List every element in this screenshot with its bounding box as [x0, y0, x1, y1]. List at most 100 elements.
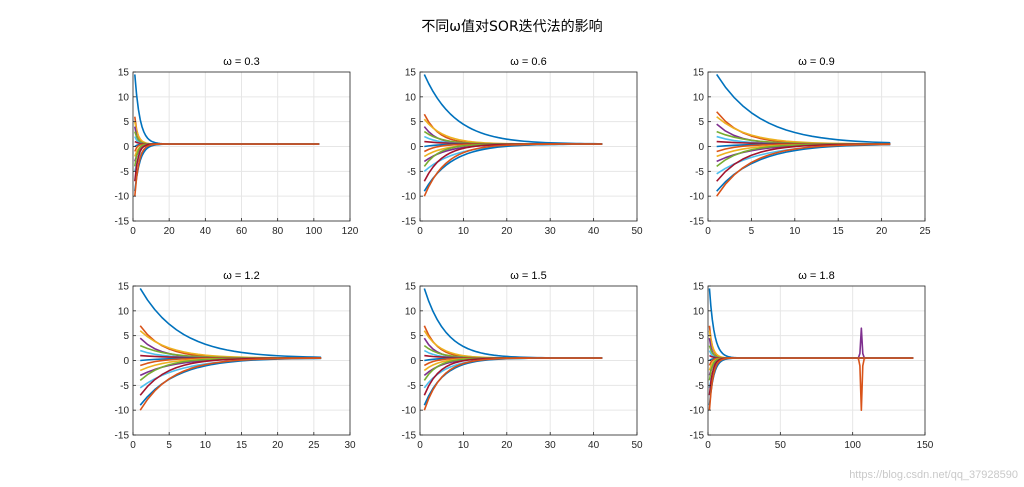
- y-tick-label: 5: [123, 331, 129, 342]
- series-line-1: [139, 288, 322, 359]
- subplot-title: ω = 0.3: [223, 56, 259, 68]
- subplot-3: 0 5 10 15 20 25 -15 -10 -5 0 5 10 15 ω = 0.9: [690, 56, 931, 237]
- y-tick-label: 10: [405, 92, 417, 103]
- y-tick-label: -15: [690, 217, 705, 228]
- y-tick-label: 15: [693, 68, 705, 79]
- y-tick-label: 10: [693, 92, 705, 103]
- y-tick-label: -10: [690, 192, 705, 203]
- y-tick-label: 0: [123, 356, 129, 367]
- x-tick-label: 15: [236, 440, 248, 451]
- x-tick-label: 0: [417, 440, 423, 451]
- y-tick-label: 10: [118, 92, 130, 103]
- x-tick-label: 0: [130, 440, 136, 451]
- y-tick-label: 5: [698, 117, 704, 128]
- series-line-16: [423, 357, 603, 411]
- y-tick-label: 0: [698, 356, 704, 367]
- subplot-6: 0 50 100 150 -15 -10 -5 0 5 10 15 ω = 1.8: [690, 270, 934, 451]
- y-tick-label: 5: [698, 331, 704, 342]
- y-tick-label: 0: [698, 142, 704, 153]
- x-tick-label: 10: [789, 226, 801, 237]
- series-line-16: [423, 143, 603, 197]
- series-line-1: [716, 74, 891, 144]
- subplot-title: ω = 0.9: [798, 56, 834, 68]
- y-tick-label: 15: [693, 282, 705, 293]
- x-tick-label: 0: [130, 226, 136, 237]
- y-tick-label: 0: [410, 142, 416, 153]
- subplot-title: ω = 0.6: [510, 56, 546, 68]
- y-tick-label: -5: [407, 381, 416, 392]
- x-tick-label: 40: [588, 226, 600, 237]
- x-tick-label: 50: [631, 226, 643, 237]
- y-tick-label: -10: [115, 192, 130, 203]
- figure-title: 不同ω值对SOR迭代法的影响: [421, 19, 602, 35]
- series-line-16: [139, 357, 322, 411]
- x-tick-label: 40: [588, 440, 600, 451]
- y-tick-label: -5: [120, 167, 129, 178]
- x-tick-label: 120: [342, 226, 359, 237]
- y-tick-label: 10: [405, 306, 417, 317]
- y-tick-label: -15: [115, 431, 130, 442]
- x-tick-label: 20: [501, 226, 513, 237]
- x-tick-label: 30: [545, 440, 557, 451]
- subplot-title: ω = 1.5: [510, 270, 546, 282]
- y-tick-label: -15: [402, 217, 417, 228]
- y-tick-label: 15: [405, 282, 417, 293]
- x-tick-label: 30: [344, 440, 356, 451]
- y-tick-label: -10: [690, 406, 705, 417]
- x-tick-label: 20: [272, 440, 284, 451]
- series-line-16: [716, 143, 891, 197]
- subplot-4: 0 5 10 15 20 25 30 -15 -10 -5 0 5 10 15 ω = 1.2: [115, 270, 356, 451]
- y-tick-label: 5: [123, 117, 129, 128]
- x-tick-label: 60: [236, 226, 248, 237]
- y-tick-label: 10: [118, 306, 130, 317]
- y-tick-label: 10: [693, 306, 705, 317]
- x-tick-label: 30: [545, 226, 557, 237]
- y-tick-label: -10: [402, 406, 417, 417]
- x-tick-label: 10: [458, 226, 470, 237]
- y-tick-label: -15: [690, 431, 705, 442]
- y-tick-label: -15: [115, 217, 130, 228]
- x-tick-label: 50: [775, 440, 787, 451]
- subplot-title: ω = 1.2: [223, 270, 259, 282]
- y-tick-label: -5: [407, 167, 416, 178]
- x-tick-label: 5: [749, 226, 755, 237]
- x-tick-label: 50: [631, 440, 643, 451]
- x-tick-label: 0: [417, 226, 423, 237]
- x-tick-label: 20: [164, 226, 176, 237]
- x-tick-label: 0: [705, 226, 711, 237]
- x-tick-label: 15: [833, 226, 845, 237]
- subplot-2: 0 10 20 30 40 50 -15 -10 -5 0 5 10 15 ω = 0.6: [402, 56, 643, 237]
- y-tick-label: 0: [123, 142, 129, 153]
- subplot-title: ω = 1.8: [798, 270, 834, 282]
- x-tick-label: 25: [919, 226, 931, 237]
- x-tick-label: 100: [305, 226, 322, 237]
- y-tick-label: -5: [695, 381, 704, 392]
- x-tick-label: 0: [705, 440, 711, 451]
- y-tick-label: -5: [120, 381, 129, 392]
- x-tick-label: 5: [166, 440, 172, 451]
- y-tick-label: -5: [695, 167, 704, 178]
- x-tick-label: 80: [272, 226, 284, 237]
- x-tick-label: 25: [308, 440, 320, 451]
- y-tick-label: -15: [402, 431, 417, 442]
- series-line-16: [134, 143, 320, 197]
- y-tick-label: 5: [410, 117, 416, 128]
- x-tick-label: 20: [876, 226, 888, 237]
- y-tick-label: 15: [118, 282, 130, 293]
- x-tick-label: 10: [200, 440, 212, 451]
- y-tick-label: 0: [410, 356, 416, 367]
- y-tick-label: -10: [402, 192, 417, 203]
- y-tick-label: 15: [118, 68, 130, 79]
- subplot-5: 0 10 20 30 40 50 -15 -10 -5 0 5 10 15 ω = 1.5: [402, 270, 643, 451]
- watermark: https://blog.csdn.net/qq_37928590: [849, 469, 1018, 481]
- x-tick-label: 10: [458, 440, 470, 451]
- x-tick-label: 20: [501, 440, 513, 451]
- x-tick-label: 150: [917, 440, 934, 451]
- y-tick-label: -10: [115, 406, 130, 417]
- subplot-1: 0 20 40 60 80 100 120 -15 -10 -5 0 5 10 15 ω = 0.3: [115, 56, 359, 237]
- x-tick-label: 100: [844, 440, 861, 451]
- y-tick-label: 15: [405, 68, 417, 79]
- series-line-16: [708, 357, 914, 411]
